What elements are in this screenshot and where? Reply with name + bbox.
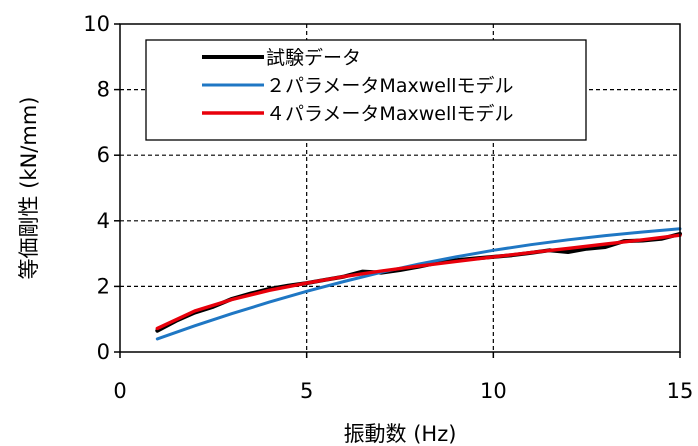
y-axis-label: 等価剛性 (kN/mm)	[17, 97, 41, 280]
x-tick-label: 0	[113, 379, 126, 403]
legend-label-3: ４パラメータMaxwellモデル	[266, 103, 514, 125]
x-tick-label: 5	[300, 379, 313, 403]
legend-label-2: ２パラメータMaxwellモデル	[266, 75, 514, 97]
x-axis-label: 振動数 (Hz)	[344, 422, 457, 446]
y-tick-label: 8	[97, 78, 110, 102]
y-tick-label: 0	[97, 340, 110, 364]
series-line-3	[155, 233, 682, 331]
y-tick-label: 10	[83, 12, 110, 36]
x-tick-label: 15	[667, 379, 694, 403]
y-tick-label: 4	[97, 209, 110, 233]
legend: 試験データ ２パラメータMaxwellモデル ４パラメータMaxwellモデル	[145, 39, 587, 141]
x-tick-label: 10	[480, 379, 507, 403]
series-line-2	[155, 227, 682, 341]
y-tick-label: 6	[97, 143, 110, 167]
legend-label-1: 試験データ	[266, 47, 361, 69]
axes	[114, 23, 681, 358]
plot-frame	[119, 23, 681, 353]
series-layer	[155, 227, 682, 341]
tick-labels: 0 2 4 6 8 10 0 5 10 15	[83, 12, 693, 403]
y-tick-label: 2	[97, 274, 110, 298]
series-line-1	[155, 231, 682, 333]
